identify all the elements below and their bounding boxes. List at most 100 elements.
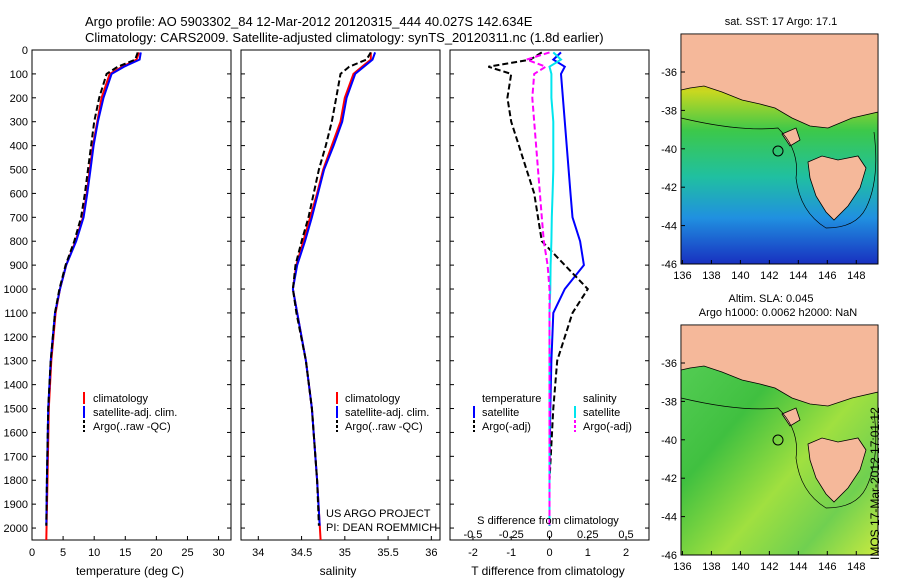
map-y-tick-label: -40 bbox=[661, 435, 677, 447]
legend-s-argo: Argo(-adj) bbox=[583, 421, 632, 433]
timestamp-side-label: IMOS 17-Mar-2012 17:01:12 bbox=[868, 407, 882, 560]
salinity-y-ticks bbox=[241, 49, 440, 529]
x-tick-label: 35.5 bbox=[377, 547, 398, 559]
map-x-tick-label: 146 bbox=[818, 561, 836, 573]
map-x-tick-label: 136 bbox=[673, 561, 691, 573]
map-x-tick-label: 138 bbox=[702, 270, 720, 282]
x-tick-label: 15 bbox=[119, 547, 131, 559]
difference-xlabel-s: S difference from climatology bbox=[477, 515, 619, 527]
x-tick-label: -1 bbox=[506, 547, 516, 559]
map-x-tick-label: 142 bbox=[760, 561, 778, 573]
s-diff-tick-label: -0.25 bbox=[499, 529, 524, 541]
x-tick-label: 2 bbox=[623, 547, 629, 559]
x-tick-label: 0 bbox=[29, 547, 35, 559]
map-x-tick-label: 140 bbox=[731, 561, 749, 573]
project-annotation: US ARGO PROJECT bbox=[326, 508, 431, 520]
x-tick-label: 30 bbox=[212, 547, 224, 559]
depth-tick-label: 1400 bbox=[4, 380, 28, 392]
legend-argo: Argo(..raw -QC) bbox=[93, 421, 171, 433]
depth-tick-label: 500 bbox=[10, 165, 28, 177]
sst-map: sat. SST: 17 Argo: 17.1 bbox=[661, 16, 879, 282]
x-tick-label: 35 bbox=[339, 547, 351, 559]
mainland-australia bbox=[680, 324, 879, 407]
temperature-x-ticks: 0 5 10 15 20 25 30 bbox=[29, 536, 225, 559]
map-y-tick-label: -44 bbox=[661, 512, 677, 524]
s-diff-tick-label: -0.5 bbox=[463, 529, 482, 541]
difference-y-ticks bbox=[450, 49, 649, 529]
x-tick-label: 0 bbox=[546, 547, 552, 559]
pi-annotation: PI: DEAN ROEMMICH bbox=[326, 522, 437, 534]
king-island bbox=[781, 127, 801, 147]
difference-lines bbox=[488, 51, 590, 526]
x-tick-label: 1 bbox=[585, 547, 591, 559]
depth-tick-label: 1600 bbox=[4, 427, 28, 439]
map-x-tick-label: 144 bbox=[789, 561, 807, 573]
temperature-legend: climatology satellite-adj. clim. Argo(..… bbox=[83, 392, 177, 433]
mainland-australia bbox=[680, 33, 879, 129]
map-x-tick-label: 148 bbox=[847, 561, 865, 573]
map-y-tick-label: -42 bbox=[661, 473, 677, 485]
legend-climatology: climatology bbox=[93, 393, 149, 405]
depth-tick-label: 1200 bbox=[4, 332, 28, 344]
legend-argo: Argo(..raw -QC) bbox=[345, 421, 423, 433]
legend-climatology: climatology bbox=[345, 393, 401, 405]
sla-map-y-ticks: -36 -38 -40 -42 -44 -46 bbox=[661, 358, 685, 562]
depth-tick-label: 600 bbox=[10, 188, 28, 200]
series-line-satellite-adj-clim- bbox=[291, 52, 377, 526]
s-diff-tick-label: 0.5 bbox=[618, 529, 633, 541]
king-island bbox=[781, 407, 801, 427]
series-line-s-argo-adj- bbox=[523, 51, 551, 526]
x-tick-label: 34.5 bbox=[291, 547, 312, 559]
legend-s-satellite: satellite bbox=[583, 407, 620, 419]
depth-tick-label: 1900 bbox=[4, 499, 28, 511]
depth-tick-label: 1700 bbox=[4, 451, 28, 463]
salinity-axes-frame bbox=[240, 49, 441, 541]
sla-map-title-1: Altim. SLA: 0.045 bbox=[729, 293, 814, 305]
sst-map-x-ticks: 136 138 140 142 144 146 148 bbox=[673, 260, 865, 282]
difference-x-ticks: -2 -1 0 1 2 bbox=[468, 536, 629, 559]
map-x-tick-label: 142 bbox=[760, 270, 778, 282]
map-y-tick-label: -44 bbox=[661, 221, 677, 233]
map-x-tick-label: 144 bbox=[789, 270, 807, 282]
x-tick-label: 20 bbox=[150, 547, 162, 559]
sst-argo-marker bbox=[772, 145, 784, 157]
sla-map: Altim. SLA: 0.045 Argo h1000: 0.0062 h20… bbox=[661, 293, 879, 573]
salinity-diff-ticks: -0.5 -0.25 0 0.25 0.5 bbox=[463, 529, 633, 541]
map-y-tick-label: -36 bbox=[661, 67, 677, 79]
legend-t-satellite: satellite bbox=[482, 407, 519, 419]
s-diff-tick-label: 0.25 bbox=[577, 529, 598, 541]
x-tick-label: 25 bbox=[181, 547, 193, 559]
salinity-xlabel: salinity bbox=[320, 564, 357, 578]
depth-tick-label: 900 bbox=[10, 260, 28, 272]
series-line-satellite-adj-clim- bbox=[45, 52, 142, 526]
title-line-2: Climatology: CARS2009. Satellite-adjuste… bbox=[85, 30, 604, 45]
sst-map-y-ticks: -36 -38 -40 -42 -44 -46 bbox=[661, 67, 685, 271]
map-y-tick-label: -42 bbox=[661, 182, 677, 194]
depth-tick-label: 700 bbox=[10, 212, 28, 224]
map-x-tick-label: 146 bbox=[818, 270, 836, 282]
s-diff-tick-label: 0 bbox=[546, 529, 552, 541]
map-x-tick-label: 148 bbox=[847, 270, 865, 282]
depth-ticks: 0 100 200 300 400 500 600 700 800 900 1000 1100 1200… bbox=[4, 45, 231, 535]
salinity-x-ticks: 34 34.5 35 35.5 36 bbox=[252, 536, 437, 559]
map-x-tick-label: 140 bbox=[731, 270, 749, 282]
x-tick-label: -2 bbox=[468, 547, 478, 559]
salinity-lines bbox=[291, 51, 377, 541]
map-x-tick-label: 136 bbox=[673, 270, 691, 282]
salinity-panel: 34 34.5 35 35.5 36 salinity climatology sate… bbox=[240, 49, 441, 578]
difference-xlabel-t: T difference from climatology bbox=[471, 564, 625, 578]
tasmania bbox=[807, 437, 867, 503]
temperature-axes-frame bbox=[31, 49, 232, 541]
temperature-xlabel: temperature (deg C) bbox=[76, 564, 184, 578]
map-y-tick-label: -46 bbox=[661, 259, 677, 271]
legend-satellite-adj: satellite-adj. clim. bbox=[345, 407, 429, 419]
sla-map-x-ticks: 136 138 140 142 144 146 148 bbox=[673, 551, 865, 573]
tasmania bbox=[807, 155, 867, 221]
x-tick-label: 5 bbox=[60, 547, 66, 559]
depth-tick-label: 800 bbox=[10, 236, 28, 248]
temperature-panel: 0100200300400500600700800900100011001200… bbox=[4, 45, 232, 578]
depth-tick-label: 100 bbox=[10, 69, 28, 81]
series-line-t-satellite bbox=[548, 51, 585, 526]
series-line-argo-raw-qc- bbox=[45, 52, 139, 526]
sla-isobath bbox=[680, 397, 877, 509]
